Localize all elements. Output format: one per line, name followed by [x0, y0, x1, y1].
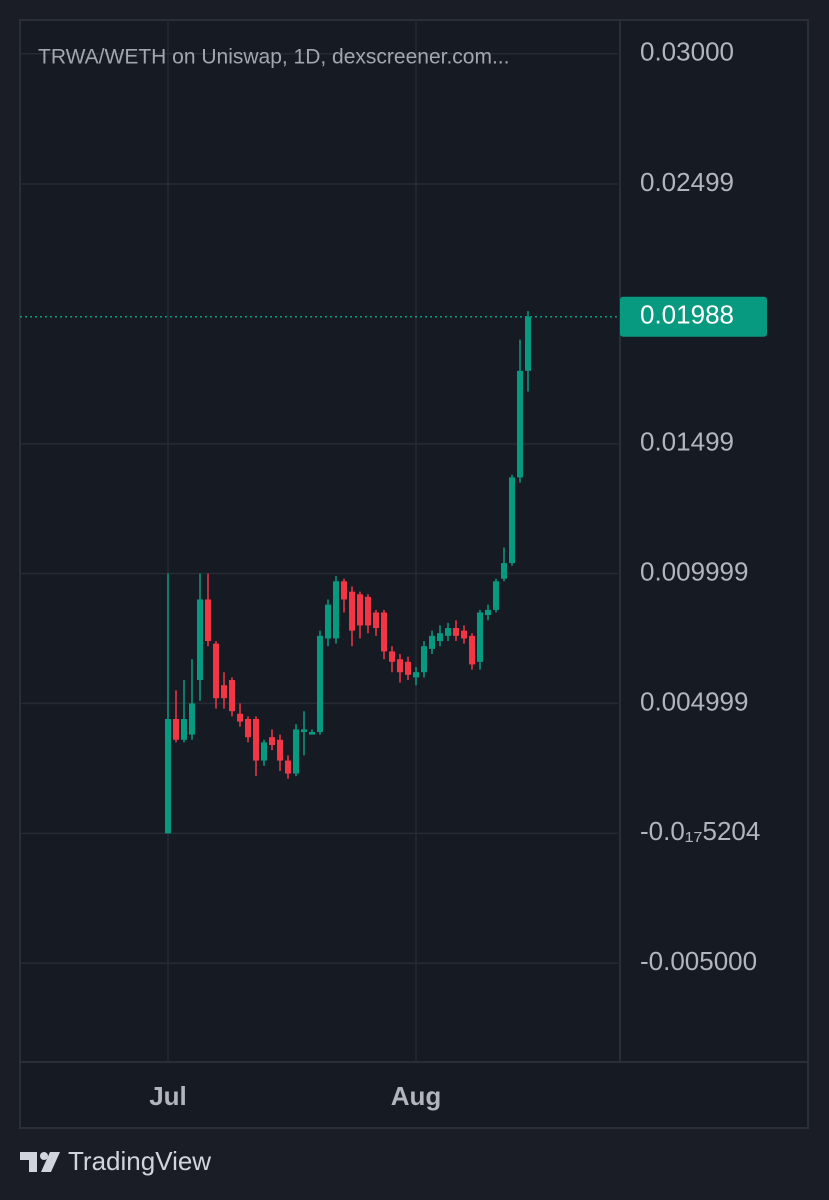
candle-body [517, 370, 523, 478]
candle-body [229, 680, 235, 712]
y-tick-label: -0.005000 [640, 946, 757, 976]
candle-body [501, 563, 507, 579]
candle-body [173, 718, 179, 740]
candle-body [365, 596, 371, 626]
candle-body [445, 628, 451, 636]
grid [20, 20, 618, 1062]
candle-body [301, 729, 307, 732]
candle-body [421, 646, 427, 673]
candle-body [381, 612, 387, 652]
candle-body [213, 643, 219, 699]
candle-body [269, 737, 275, 745]
candle-body [525, 316, 531, 371]
candle-body [189, 703, 195, 735]
candle-body [397, 659, 403, 673]
candle-body [245, 718, 251, 738]
y-tick-label: -0.0₁₇5204 [640, 816, 760, 846]
x-tick-label: Aug [391, 1081, 442, 1111]
candle-body [197, 599, 203, 681]
candle-body [461, 630, 467, 639]
y-tick-label: 0.009999 [640, 556, 748, 586]
candle-body [413, 672, 419, 678]
candle-body [493, 581, 499, 610]
tradingview-logo [20, 1152, 60, 1172]
y-tick-label: 0.01499 [640, 427, 734, 457]
candle-body [453, 628, 459, 636]
candle-body [357, 594, 363, 626]
candle-body [165, 718, 171, 834]
candle-body [485, 609, 491, 616]
chart-title: TRWA/WETH on Uniswap, 1D, dexscreener.co… [38, 46, 509, 69]
candle-body [205, 599, 211, 642]
candle-body [317, 635, 323, 732]
candle-body [477, 612, 483, 662]
candle-body [293, 729, 299, 774]
candle-body [389, 651, 395, 662]
last-price-box [620, 296, 767, 337]
candle-body [253, 718, 259, 761]
candle-body [237, 713, 243, 722]
candle-body [285, 760, 291, 774]
y-tick-label: 0.02499 [640, 167, 734, 197]
brand-name: TradingView [68, 1146, 211, 1176]
y-tick-label: 0.03000 [640, 37, 734, 67]
candle-body [221, 685, 227, 699]
candle-body [349, 591, 355, 631]
candle-body [405, 661, 411, 675]
candle-body [261, 742, 267, 761]
y-tick-label: 0.004999 [640, 686, 748, 716]
candle-body [333, 581, 339, 639]
candle-body [509, 477, 515, 564]
candle-body [373, 612, 379, 629]
last-price-label: 0.01988 [640, 300, 734, 330]
candle-body [309, 731, 315, 735]
candle-body [341, 581, 347, 600]
candle-body [429, 635, 435, 649]
candle-body [325, 604, 331, 639]
x-tick-label: Jul [149, 1081, 187, 1111]
candle-body [437, 633, 443, 642]
candle-body [469, 635, 475, 665]
candles [165, 311, 531, 834]
candle-body [277, 739, 283, 761]
candle-body [181, 718, 187, 740]
